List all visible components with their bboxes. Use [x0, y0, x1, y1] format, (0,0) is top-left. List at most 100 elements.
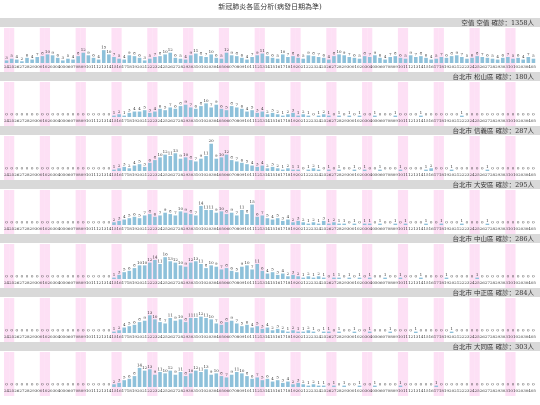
value-label: 6 [195, 103, 198, 108]
value-label: 8 [133, 263, 136, 268]
value-label: 2 [322, 109, 325, 114]
value-label: 4 [97, 54, 100, 59]
value-label: 0 [404, 382, 407, 387]
date-label: 27 [19, 388, 25, 393]
date-label: 20 [137, 226, 143, 231]
date-label: 19 [444, 334, 450, 339]
bar [398, 169, 403, 171]
bar [178, 158, 183, 171]
date-label: 11 [91, 172, 96, 177]
date-label: 19 [132, 64, 138, 69]
value-label: 1 [307, 164, 310, 169]
value-label: 8 [133, 371, 136, 376]
value-label: 0 [108, 274, 111, 279]
weekend-band [147, 190, 153, 234]
date-label: 14 [265, 64, 271, 69]
date-label: 02 [45, 64, 51, 69]
date-label: 05 [531, 118, 537, 123]
date-label: 31 [193, 334, 198, 339]
value-label: 8 [266, 51, 269, 56]
date-label: 22 [306, 226, 312, 231]
date-label: 08 [234, 226, 240, 231]
date-label: 28 [178, 226, 184, 231]
value-label: 2 [266, 109, 269, 114]
date-label: 06 [65, 118, 71, 123]
value-label: 3 [297, 215, 300, 220]
weekend-band [295, 136, 301, 180]
date-label: 09 [239, 172, 245, 177]
date-label: 13 [413, 172, 419, 177]
bar [245, 164, 249, 171]
bar [424, 57, 428, 63]
value-label: 1 [363, 164, 366, 169]
date-label: 13 [413, 334, 419, 339]
bar [327, 115, 331, 117]
value-label: 2 [302, 109, 305, 114]
value-label: 1 [394, 218, 397, 223]
value-label: 1 [358, 272, 361, 277]
bar [173, 108, 178, 117]
value-label: 8 [159, 51, 162, 56]
weekend-band [111, 298, 117, 342]
date-label: 15 [270, 64, 276, 69]
value-label: 1 [302, 272, 305, 277]
value-label: 0 [5, 328, 8, 333]
bar [112, 222, 116, 225]
bar [352, 169, 357, 171]
date-label: 25 [321, 280, 327, 285]
date-label: 05 [531, 388, 537, 393]
bar [240, 326, 244, 333]
date-label: 29 [342, 226, 348, 231]
value-label: 2 [118, 163, 121, 168]
value-label: 3 [123, 161, 126, 166]
bar [373, 55, 377, 63]
value-label: 0 [82, 328, 85, 333]
value-label: 2 [292, 379, 295, 384]
value-label: 9 [215, 99, 218, 104]
weekend-band [259, 352, 265, 396]
value-label: 6 [379, 52, 382, 57]
date-label: 14 [106, 334, 112, 339]
value-label: 5 [276, 375, 279, 380]
date-label: 09 [393, 226, 399, 231]
bar [265, 218, 270, 225]
bar [352, 331, 357, 333]
date-label: 08 [234, 334, 240, 339]
bar [275, 218, 280, 225]
date-label: 15 [111, 226, 117, 231]
date-label: 01 [510, 118, 515, 123]
bar [199, 56, 203, 63]
bar [163, 257, 167, 279]
date-label: 19 [132, 280, 138, 285]
weekend-band [80, 244, 86, 288]
value-label: 1 [113, 164, 116, 169]
date-label: 30 [500, 172, 506, 177]
bar [142, 370, 147, 387]
bar [127, 218, 132, 225]
date-label: 27 [331, 118, 337, 123]
value-label: 6 [220, 319, 223, 324]
bar [332, 222, 336, 225]
value-label: 9 [256, 50, 259, 55]
date-label: 09 [393, 64, 399, 69]
date-label: 05 [372, 118, 378, 123]
date-label: 17 [434, 226, 440, 231]
value-label: 11 [204, 151, 209, 156]
date-label: 13 [101, 172, 107, 177]
date-label: 06 [377, 334, 383, 339]
date-label: 17 [434, 334, 440, 339]
weekend-band [116, 136, 122, 180]
date-label: 30 [35, 334, 41, 339]
date-label: 30 [500, 118, 506, 123]
value-label: 4 [261, 106, 264, 111]
date-label: 02 [45, 118, 51, 123]
date-label: 17 [122, 334, 128, 339]
value-label: 0 [92, 274, 95, 279]
value-label: 5 [512, 53, 515, 58]
bar [147, 369, 152, 387]
value-label: 10 [188, 368, 194, 373]
value-label: 10 [106, 49, 112, 54]
date-label: 07 [71, 388, 77, 393]
weekend-band [188, 136, 194, 180]
date-label: 25 [475, 172, 481, 177]
